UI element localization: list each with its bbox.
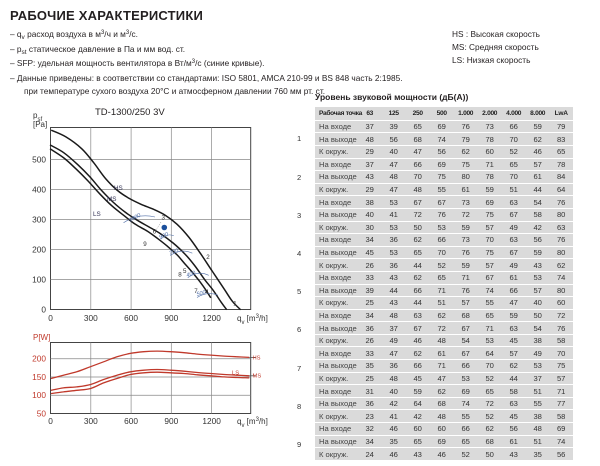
svg-text:qv [m3/h]: qv [m3/h] <box>237 314 268 326</box>
svg-text:50: 50 <box>37 409 47 419</box>
svg-text:LS: LS <box>93 211 101 218</box>
svg-text:LS: LS <box>232 371 239 377</box>
svg-text:0: 0 <box>41 305 46 315</box>
svg-text:900: 900 <box>164 313 178 323</box>
svg-text:0: 0 <box>48 313 53 323</box>
svg-text:150: 150 <box>32 372 46 382</box>
svg-text:600: 600 <box>124 313 138 323</box>
svg-text:600: 600 <box>124 416 138 426</box>
svg-text:300: 300 <box>84 416 98 426</box>
svg-text:100: 100 <box>32 390 46 400</box>
svg-text:200: 200 <box>32 245 46 255</box>
svg-text:[Pa]: [Pa] <box>33 120 47 129</box>
svg-text:qv [m3/h]: qv [m3/h] <box>237 417 268 429</box>
svg-text:5: 5 <box>183 268 187 275</box>
svg-text:3: 3 <box>162 214 166 221</box>
svg-text:2: 2 <box>206 254 210 261</box>
svg-text:300: 300 <box>84 313 98 323</box>
svg-text:1200: 1200 <box>202 313 221 323</box>
svg-text:0: 0 <box>48 416 53 426</box>
svg-text:MS: MS <box>253 374 262 380</box>
svg-text:400: 400 <box>186 270 198 279</box>
svg-text:1: 1 <box>233 301 237 308</box>
svg-text:400: 400 <box>32 185 46 195</box>
svg-text:300: 300 <box>32 215 46 225</box>
svg-text:200: 200 <box>32 354 46 364</box>
svg-text:4: 4 <box>205 289 209 296</box>
svg-text:900: 900 <box>164 416 178 426</box>
svg-text:500: 500 <box>32 155 46 165</box>
svg-text:HS: HS <box>253 355 261 361</box>
svg-text:6: 6 <box>153 228 157 235</box>
svg-text:8: 8 <box>178 272 182 279</box>
svg-text:100: 100 <box>32 275 46 285</box>
svg-text:7: 7 <box>194 288 198 295</box>
svg-text:P[W]: P[W] <box>33 333 50 342</box>
svg-text:9: 9 <box>143 241 147 248</box>
svg-text:MS: MS <box>107 196 116 203</box>
svg-text:1200: 1200 <box>202 416 221 426</box>
svg-text:HS: HS <box>114 185 123 192</box>
